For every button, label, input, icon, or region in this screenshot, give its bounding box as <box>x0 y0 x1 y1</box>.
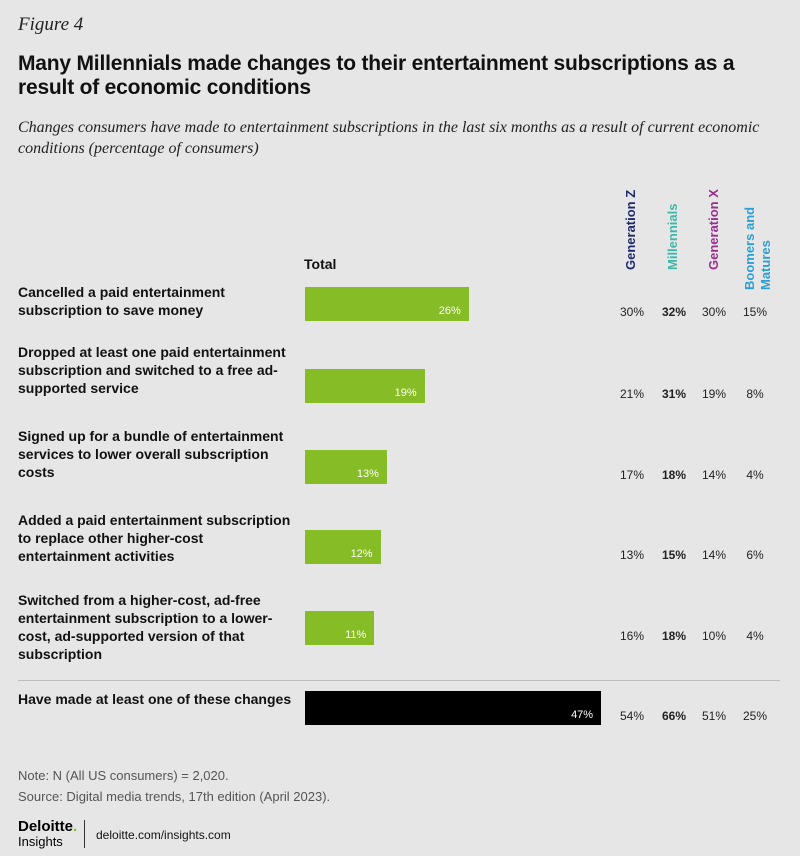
chart-title: Many Millennials made changes to their e… <box>18 52 735 99</box>
value-cell: 14% <box>701 548 727 562</box>
row-label: Switched from a higher-cost, ad-free ent… <box>18 592 273 662</box>
bar: 12% <box>305 530 381 564</box>
row-label: Added a paid entertainment subscription … <box>18 512 291 564</box>
value-cell: 17% <box>619 468 645 482</box>
site-url[interactable]: deloitte.com/insights.com <box>96 828 231 842</box>
bar: 13% <box>305 450 387 484</box>
value-cell: 51% <box>701 709 727 723</box>
value-cell: 10% <box>701 629 727 643</box>
value-cell: 15% <box>661 548 687 562</box>
value-cell: 31% <box>661 387 687 401</box>
bar: 19% <box>305 369 425 403</box>
value-cell: 16% <box>619 629 645 643</box>
deloitte-logo: Deloitte. <box>18 818 77 835</box>
bar: 26% <box>305 287 469 321</box>
logo-brand: Deloitte <box>18 818 74 835</box>
value-cell: 15% <box>742 305 768 319</box>
bar-value-label: 19% <box>394 387 417 399</box>
column-header-boomers-matures: Boomers and Matures <box>742 206 773 290</box>
value-cell: 54% <box>619 709 645 723</box>
value-cell: 66% <box>661 709 687 723</box>
value-cell: 4% <box>746 629 764 643</box>
value-cell: 6% <box>746 548 764 562</box>
row-label: Dropped at least one paid entertainment … <box>18 344 286 396</box>
row-label: Signed up for a bundle of entertainment … <box>18 428 284 480</box>
row-label: Cancelled a paid entertainment subscript… <box>18 284 225 318</box>
figure-label: Figure 4 <box>18 14 84 35</box>
row-label: Have made at least one of these changes <box>18 691 292 707</box>
bar-value-label: 47% <box>571 709 594 721</box>
note-text: Note: N (All US consumers) = 2,020. <box>18 768 229 783</box>
value-cell: 4% <box>746 468 764 482</box>
value-cell: 19% <box>701 387 727 401</box>
total-column-header: Total <box>304 256 337 272</box>
summary-divider <box>18 680 780 681</box>
value-cell: 21% <box>619 387 645 401</box>
value-cell: 18% <box>661 468 687 482</box>
source-text: Source: Digital media trends, 17th editi… <box>18 789 331 804</box>
bar: 47% <box>305 691 602 725</box>
logo-insights: Insights <box>18 834 63 849</box>
value-cell: 8% <box>746 387 764 401</box>
value-cell: 30% <box>701 305 727 319</box>
bar-value-label: 26% <box>438 305 461 317</box>
column-header-millennials: Millennials <box>665 203 680 270</box>
value-cell: 30% <box>619 305 645 319</box>
value-cell: 14% <box>701 468 727 482</box>
value-cell: 25% <box>742 709 768 723</box>
value-cell: 32% <box>661 305 687 319</box>
bar: 11% <box>305 611 375 645</box>
column-header-generation-z: Generation Z <box>623 189 638 270</box>
column-header-generation-x: Generation X <box>706 189 721 270</box>
bar-value-label: 11% <box>345 629 367 641</box>
bar-value-label: 13% <box>356 468 379 480</box>
bar-value-label: 12% <box>350 548 373 560</box>
logo-dot: . <box>73 818 78 835</box>
value-cell: 18% <box>661 629 687 643</box>
value-cell: 13% <box>619 548 645 562</box>
chart-subtitle: Changes consumers have made to entertain… <box>18 119 760 157</box>
logo-separator <box>84 820 85 848</box>
